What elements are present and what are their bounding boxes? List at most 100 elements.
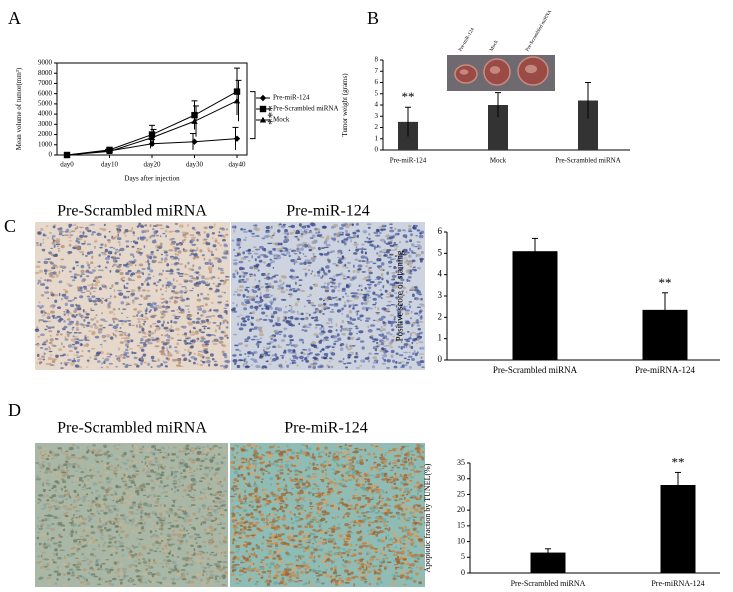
cell — [163, 250, 168, 251]
cell — [407, 269, 409, 272]
cell — [137, 298, 139, 300]
cell — [74, 518, 78, 521]
cell — [74, 276, 77, 279]
cell — [98, 276, 102, 278]
cell — [253, 354, 255, 356]
cell — [127, 522, 130, 524]
cell — [115, 458, 119, 460]
cell — [89, 535, 94, 538]
cell — [72, 571, 75, 575]
cell — [197, 299, 202, 302]
cell — [203, 570, 205, 573]
cell — [131, 523, 134, 525]
cell — [143, 524, 146, 526]
cell — [238, 247, 240, 250]
cell — [420, 519, 422, 521]
cell — [250, 358, 254, 360]
cell — [146, 513, 150, 515]
cell — [98, 577, 100, 580]
cell — [160, 480, 163, 484]
cell — [161, 254, 163, 256]
cell — [382, 328, 386, 331]
cell — [358, 552, 362, 555]
cell — [214, 516, 217, 518]
cell — [298, 323, 300, 325]
cell — [46, 363, 51, 365]
cell — [215, 472, 218, 475]
cell — [146, 238, 149, 241]
cell — [346, 314, 349, 317]
cell — [67, 521, 69, 522]
cell — [251, 339, 255, 341]
cell — [170, 459, 175, 461]
cell — [197, 353, 200, 357]
cell — [403, 352, 408, 353]
cell — [169, 508, 171, 511]
cell — [185, 265, 187, 269]
cell — [197, 545, 202, 548]
cell — [214, 335, 216, 337]
cell — [137, 318, 142, 320]
cell — [100, 537, 103, 538]
cell — [118, 358, 120, 360]
cell — [106, 539, 108, 542]
cell — [91, 348, 95, 350]
cell — [191, 558, 193, 559]
cell — [79, 295, 83, 298]
cell — [58, 534, 60, 536]
cell — [58, 348, 62, 351]
cell — [36, 478, 41, 481]
cell — [305, 360, 309, 363]
cell — [380, 581, 382, 584]
cell — [42, 483, 44, 486]
cell — [372, 341, 375, 343]
cell — [163, 361, 167, 363]
cell — [157, 572, 159, 573]
cell — [191, 576, 195, 579]
cell — [307, 541, 311, 543]
cell — [180, 475, 182, 479]
cell — [188, 490, 190, 493]
cell — [384, 229, 386, 230]
cell — [345, 223, 348, 225]
cell — [323, 357, 327, 359]
cell — [158, 530, 161, 532]
cell — [370, 324, 375, 327]
cell — [178, 466, 181, 469]
cell — [36, 244, 39, 246]
cell — [311, 341, 316, 344]
cell — [239, 289, 243, 292]
cell — [115, 525, 120, 528]
cell — [53, 271, 57, 274]
cell — [149, 342, 151, 345]
cell — [63, 320, 65, 323]
cell — [306, 327, 311, 328]
cell — [329, 278, 333, 280]
cell — [119, 545, 124, 547]
cell — [93, 291, 96, 292]
cell — [133, 256, 135, 258]
cell — [190, 447, 193, 449]
cell — [169, 273, 174, 274]
cell — [202, 552, 206, 553]
cell — [174, 291, 179, 294]
cell — [411, 322, 416, 324]
cell — [141, 283, 144, 286]
cell — [386, 332, 390, 335]
cell — [418, 336, 423, 338]
cell — [81, 292, 86, 294]
cell — [165, 230, 168, 233]
cell — [232, 275, 235, 278]
cell — [207, 327, 211, 329]
cell — [165, 290, 167, 291]
cell — [100, 565, 102, 568]
cell — [268, 364, 272, 365]
micrograph-caption: Pre-Scrambled miRNA — [57, 420, 207, 437]
cell — [128, 567, 131, 568]
cell — [114, 252, 116, 255]
cell — [89, 560, 92, 563]
cell — [155, 460, 159, 463]
cell — [154, 330, 156, 332]
cell — [194, 490, 196, 491]
cell — [310, 237, 314, 238]
